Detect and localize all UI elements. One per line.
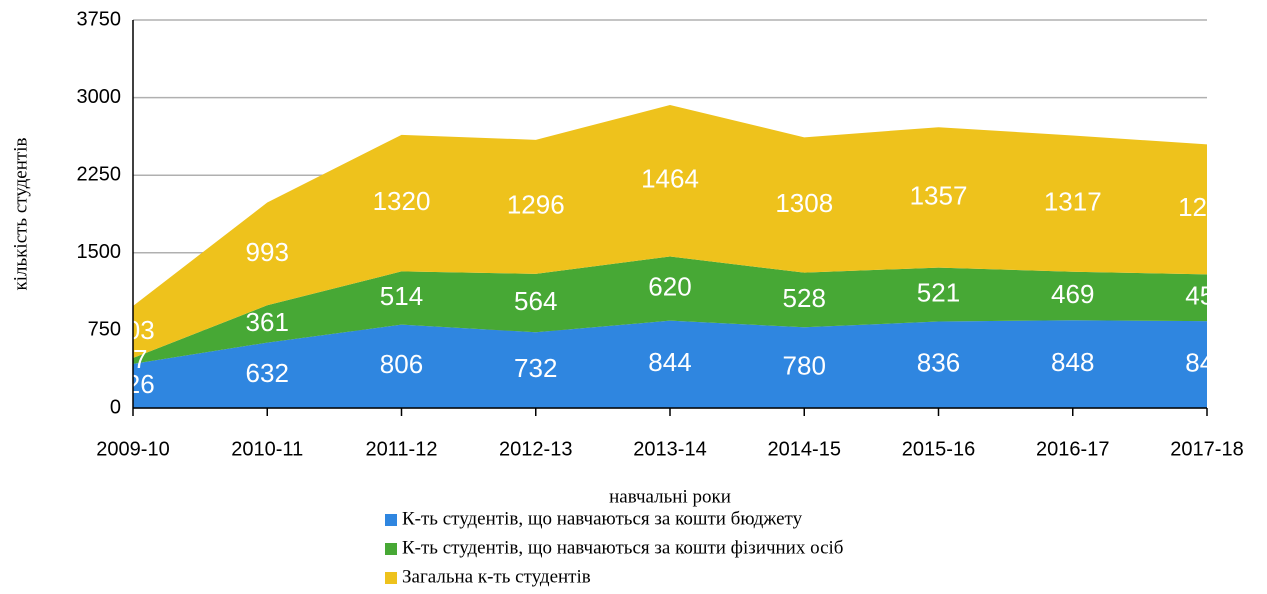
x-tick-label: 2013-14: [633, 438, 706, 460]
data-label: 620: [648, 271, 691, 301]
legend-swatch: [385, 514, 397, 526]
plot-area: 426 632 806 732 844 780 836 848 840 57 361 514 564 62…: [111, 105, 1236, 408]
data-label: 426: [111, 369, 154, 399]
x-tick-label: 2012-13: [499, 438, 572, 460]
x-tick-label: 2017-18: [1170, 438, 1243, 460]
data-label: 564: [514, 286, 557, 316]
y-tick-label: 750: [88, 319, 121, 341]
x-tick-label: 2015-16: [902, 438, 975, 460]
legend-label: Загальна к-ть студентів: [402, 566, 591, 587]
data-label: 503: [111, 315, 154, 345]
data-label: 1464: [641, 164, 699, 194]
x-tick-label: 2011-12: [366, 438, 438, 460]
data-label: 521: [917, 277, 960, 307]
legend-label: К-ть студентів, що навчаються за кошти б…: [402, 508, 803, 529]
data-label: 806: [380, 349, 423, 379]
y-tick-label: 3750: [77, 8, 122, 30]
y-axis-label: кількість студентів: [10, 138, 31, 291]
data-label: 1256: [1178, 192, 1236, 222]
data-label: 844: [648, 347, 691, 377]
data-label: 528: [783, 283, 826, 313]
data-label: 993: [246, 237, 289, 267]
area: [133, 256, 1207, 364]
x-tick-label: 2014-15: [768, 438, 841, 460]
data-label: 1308: [775, 188, 833, 218]
data-label: 840: [1185, 347, 1228, 377]
legend-swatch: [385, 543, 397, 555]
data-label: 836: [917, 348, 960, 378]
data-label: 361: [246, 307, 289, 337]
data-label: 780: [783, 351, 826, 381]
x-tick-label: 2010-11: [231, 438, 303, 460]
y-tick-label: 1500: [77, 241, 122, 263]
y-tick-label: 0: [110, 396, 121, 418]
data-label: 1357: [910, 180, 968, 210]
legend-swatch: [385, 572, 397, 584]
data-label: 848: [1051, 347, 1094, 377]
data-label: 452: [1185, 281, 1228, 311]
data-label: 469: [1051, 279, 1094, 309]
data-label: 732: [514, 353, 557, 383]
area: [133, 105, 1207, 359]
data-label: 57: [119, 344, 148, 374]
area: [133, 320, 1207, 408]
x-axis-label: навчальні роки: [609, 486, 731, 507]
data-label: 632: [246, 358, 289, 388]
y-tick-label: 2250: [77, 163, 122, 185]
legend-label: К-ть студентів, що навчаються за кошти ф…: [402, 537, 843, 558]
x-tick-label: 2009-10: [96, 438, 169, 460]
data-label: 1317: [1044, 186, 1102, 216]
data-label: 514: [380, 281, 423, 311]
y-tick-label: 3000: [77, 86, 122, 108]
data-label: 1296: [507, 190, 565, 220]
data-label: 1320: [373, 186, 431, 216]
x-tick-label: 2016-17: [1036, 438, 1109, 460]
